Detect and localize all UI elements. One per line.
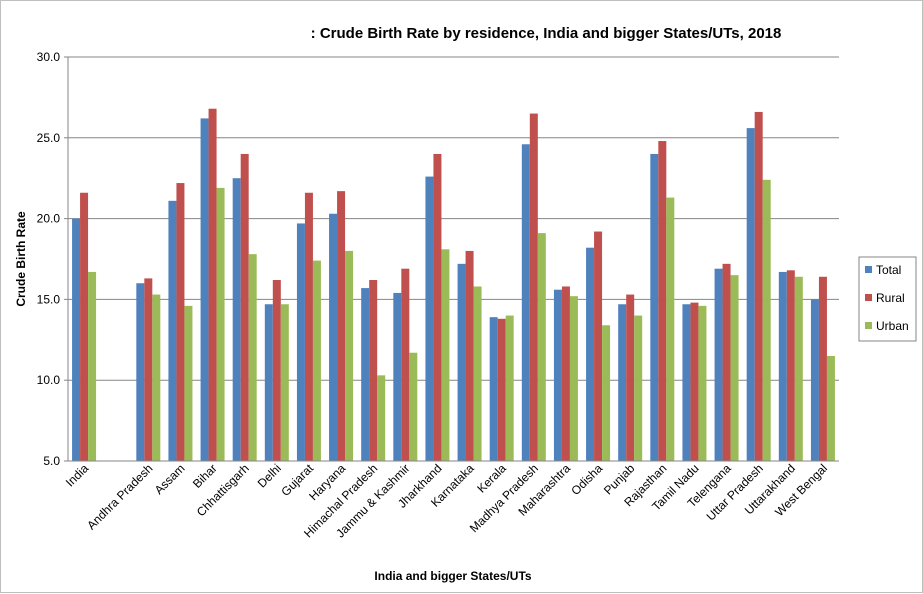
bar-urban-rajasthan [666, 197, 675, 462]
legend-swatch-rural [865, 294, 872, 301]
bar-rural-madhya-pradesh [529, 113, 538, 461]
bar-urban-haryana [345, 250, 354, 461]
bar-total-chhattisgarh [232, 178, 241, 461]
bar-rural-kerala [497, 318, 506, 461]
bar-total-uttar-pradesh [746, 128, 755, 461]
bar-urban-uttarakhand [794, 276, 803, 461]
y-tick-label: 20.0 [37, 212, 61, 226]
bar-rural-rajasthan [658, 141, 667, 462]
x-tick-label-bihar: Bihar [190, 461, 220, 491]
bar-rural-assam [176, 183, 185, 461]
bar-rural-himachal-pradesh [369, 280, 378, 461]
bar-urban-maharashtra [569, 296, 578, 461]
bar-rural-jammu-and-kashmir [401, 268, 410, 461]
bar-rural-bihar [208, 108, 217, 461]
bar-rural-chhattisgarh [240, 153, 249, 461]
bar-urban-andhra-pradesh [152, 294, 161, 461]
x-tick-label-andhra-pradesh: Andhra Pradesh [84, 461, 155, 532]
bar-urban-odisha [602, 325, 611, 461]
bar-urban-telengana [730, 275, 739, 461]
bar-total-andhra-pradesh [136, 283, 145, 461]
bar-total-jharkhand [425, 176, 434, 462]
gridlines [64, 56, 839, 462]
bar-total-gujarat [296, 223, 305, 461]
bar-urban-karnataka [473, 286, 482, 461]
bar-urban-bihar [216, 187, 225, 461]
bar-total-karnataka [457, 263, 466, 461]
bar-total-telengana [714, 268, 723, 461]
x-tick-label-assam: Assam [152, 461, 188, 497]
x-tick-label-india: India [63, 461, 92, 490]
chart-title: : Crude Birth Rate by residence, India a… [311, 25, 782, 42]
bar-rural-telengana [722, 263, 731, 461]
y-tick-label: 5.0 [43, 454, 60, 468]
legend: Total Rural Urban [858, 256, 917, 342]
bar-total-punjab [618, 304, 627, 461]
bar-total-delhi [264, 304, 273, 461]
bar-total-kerala [489, 317, 498, 461]
bar-urban-himachal-pradesh [377, 375, 386, 461]
bar-rural-delhi [272, 280, 281, 461]
bar-rural-karnataka [465, 250, 474, 461]
bar-urban-gujarat [312, 260, 321, 461]
y-tick-label: 25.0 [37, 131, 61, 145]
bar-urban-india [88, 271, 97, 461]
bar-urban-west-bengal [826, 355, 835, 461]
bar-rural-jharkhand [433, 153, 442, 461]
bar-rural-west-bengal [818, 276, 827, 461]
bar-total-uttarakhand [778, 271, 787, 461]
bar-urban-madhya-pradesh [537, 233, 546, 461]
legend-label-total: Total [876, 263, 901, 277]
bar-total-jammu-and-kashmir [393, 292, 402, 461]
bar-total-maharashtra [553, 289, 562, 461]
bar-urban-kerala [505, 315, 514, 461]
bar-rural-uttar-pradesh [754, 111, 763, 461]
y-axis-title: Crude Birth Rate [14, 211, 28, 307]
bar-total-rajasthan [650, 153, 659, 461]
bar-rural-tamil-nadu [690, 302, 699, 461]
bar-rural-odisha [594, 231, 603, 461]
axes [67, 57, 839, 462]
bar-rural-andhra-pradesh [144, 278, 153, 461]
legend-label-urban: Urban [876, 319, 909, 333]
bar-rural-uttarakhand [786, 270, 795, 461]
bar-urban-jammu-and-kashmir [409, 352, 418, 461]
legend-swatch-total [865, 266, 872, 273]
bar-total-madhya-pradesh [521, 144, 530, 461]
bar-total-india [72, 218, 81, 461]
bar-total-haryana [329, 213, 338, 461]
y-tick-labels: 5.0 10.0 15.0 20.0 25.0 30.0 [37, 50, 61, 468]
bar-total-himachal-pradesh [361, 288, 370, 461]
x-axis-title: India and bigger States/UTs [374, 569, 531, 583]
bar-urban-delhi [280, 304, 289, 461]
bar-total-bihar [200, 118, 209, 462]
bar-rural-maharashtra [561, 286, 570, 461]
y-tick-label: 15.0 [37, 292, 61, 306]
bar-rural-haryana [337, 191, 346, 462]
x-tick-label-delhi: Delhi [255, 461, 284, 490]
bar-rural-punjab [626, 294, 635, 461]
bar-rural-gujarat [304, 192, 313, 461]
bar-rural-india [80, 192, 89, 461]
bar-total-west-bengal [810, 299, 819, 461]
x-tick-label-odisha: Odisha [568, 461, 605, 498]
legend-label-rural: Rural [876, 291, 905, 305]
bar-urban-chhattisgarh [248, 254, 257, 461]
bar-total-tamil-nadu [682, 304, 691, 461]
bar-urban-tamil-nadu [698, 305, 707, 461]
bar-total-odisha [586, 247, 595, 461]
bars [72, 108, 835, 462]
bar-urban-assam [184, 305, 193, 461]
bar-urban-uttar-pradesh [762, 179, 771, 462]
bar-urban-punjab [634, 315, 643, 461]
y-tick-label: 10.0 [37, 373, 61, 387]
legend-swatch-urban [865, 322, 872, 329]
y-tick-label: 30.0 [37, 50, 61, 64]
bar-total-assam [168, 200, 177, 461]
bar-urban-jharkhand [441, 249, 450, 461]
